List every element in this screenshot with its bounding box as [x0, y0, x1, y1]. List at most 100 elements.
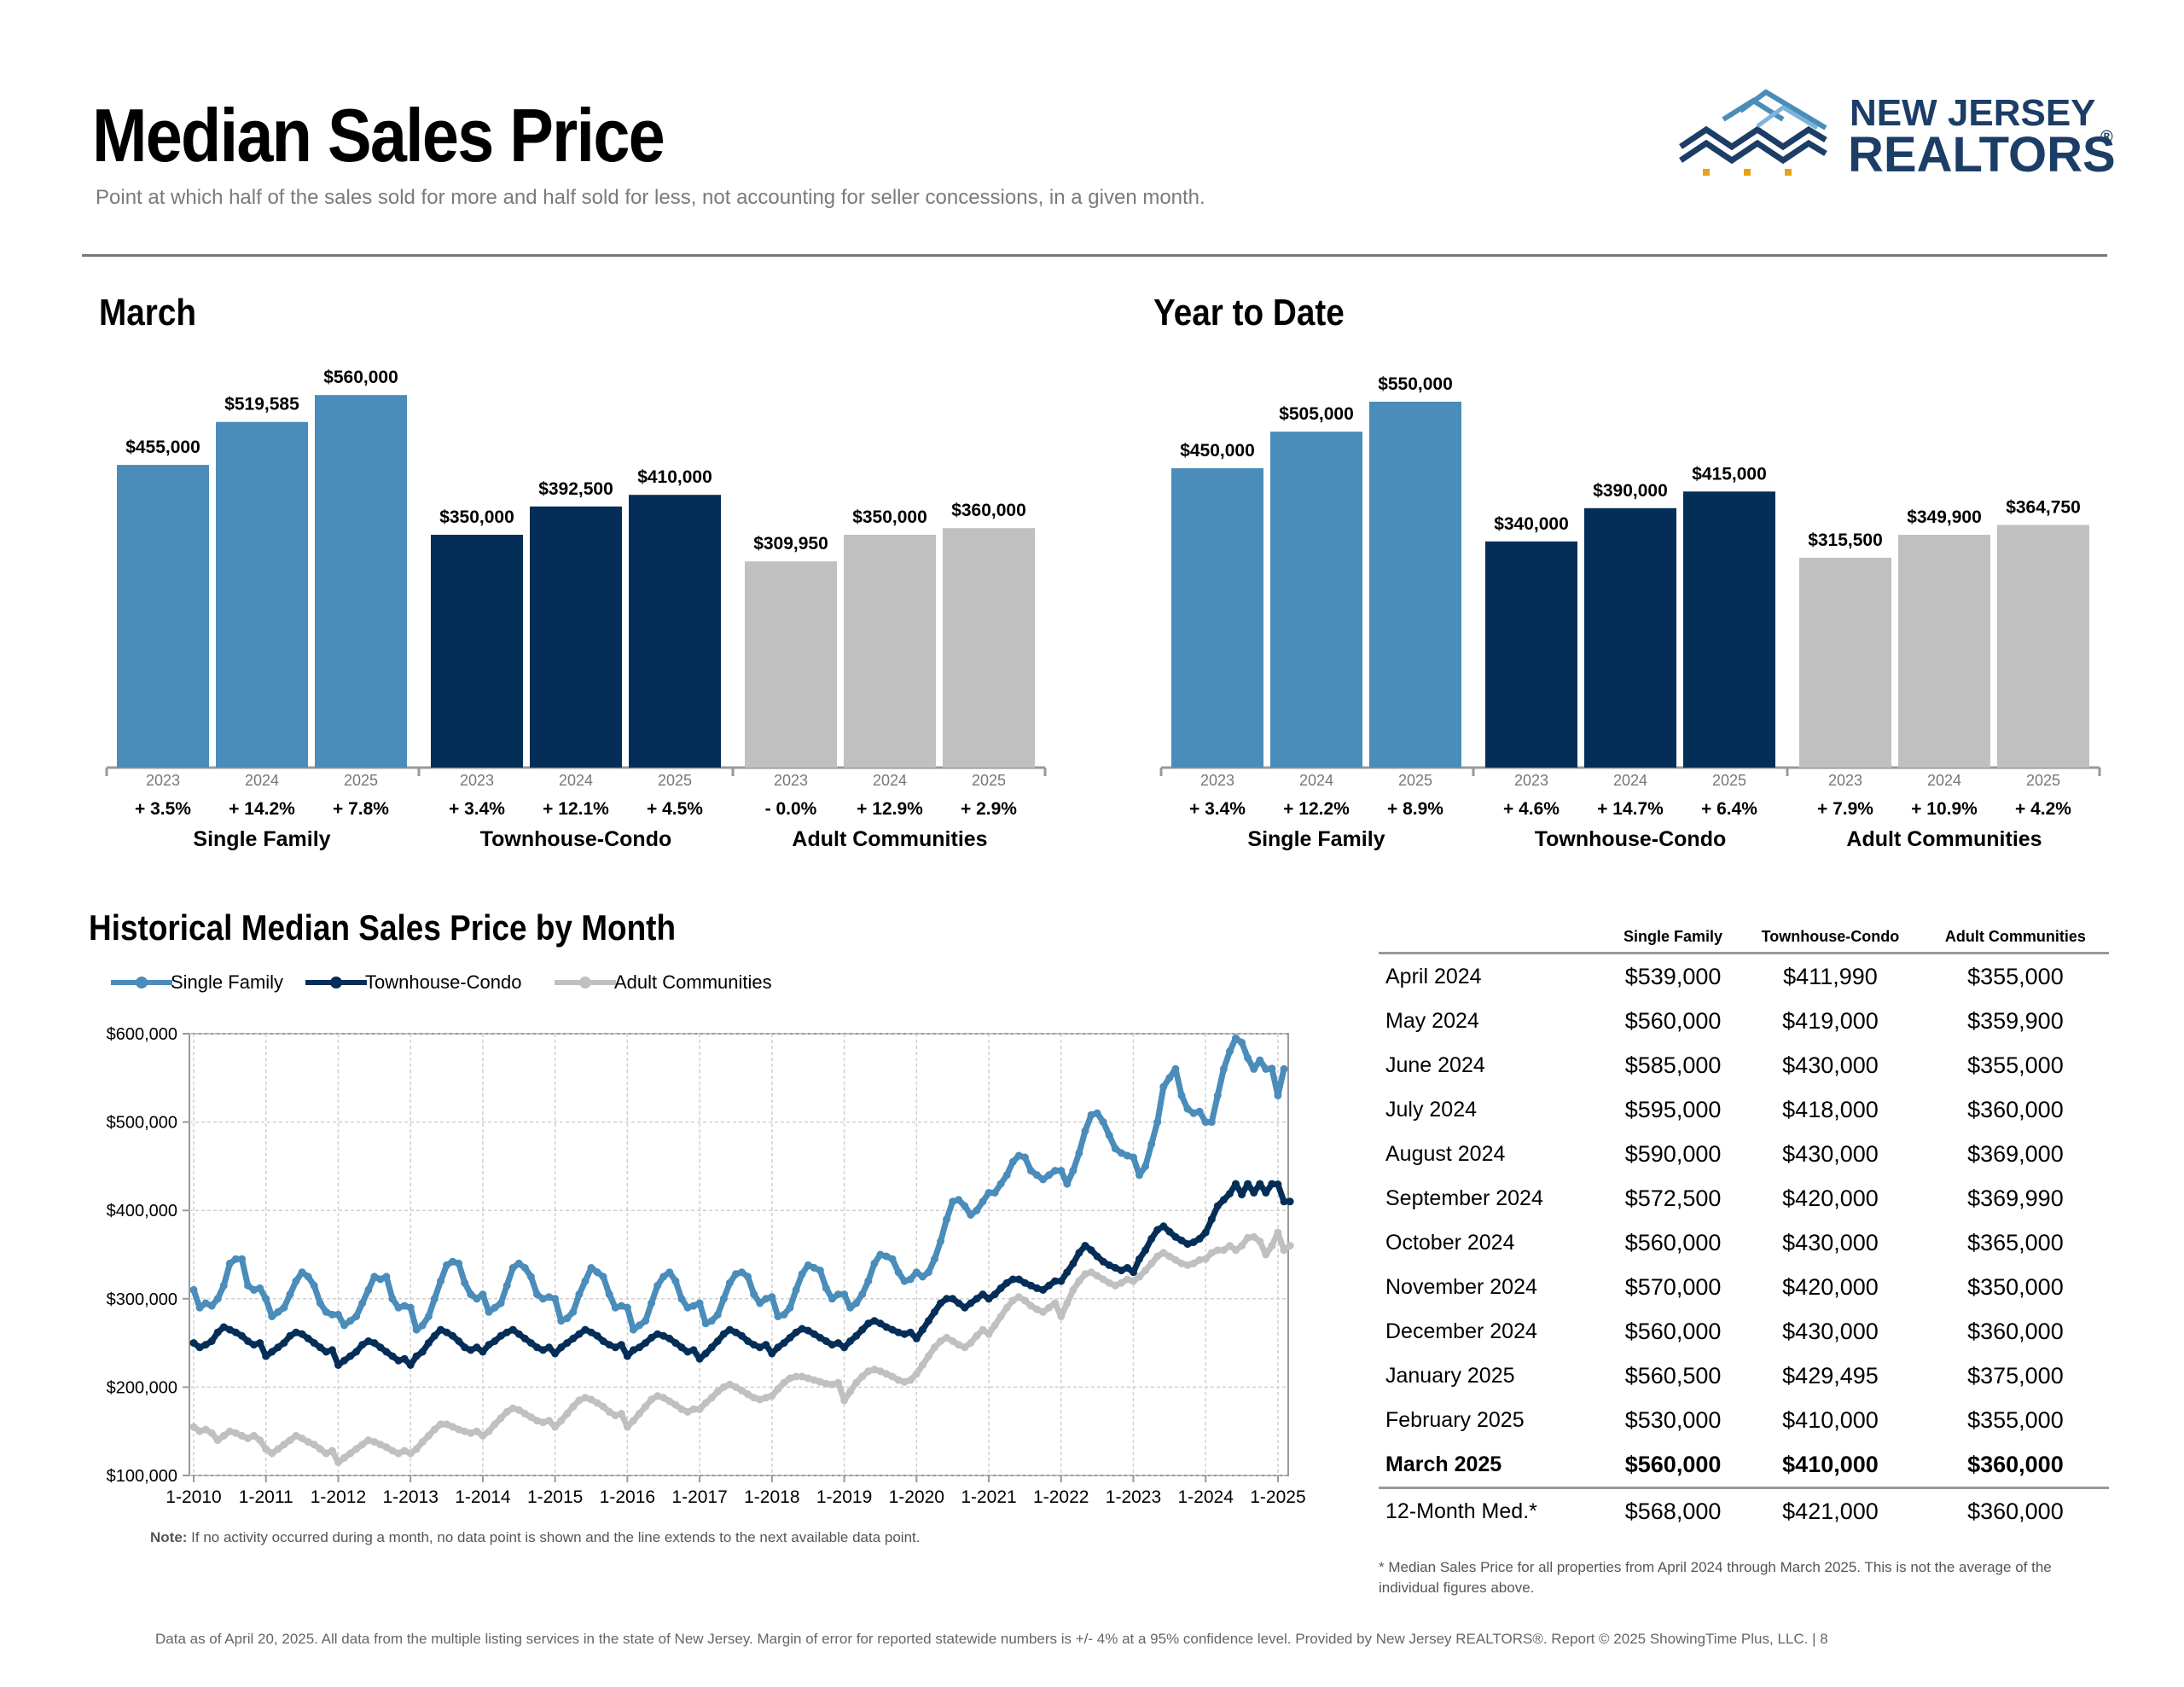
data-point — [443, 1420, 451, 1429]
data-point — [786, 1374, 794, 1383]
data-point — [1244, 1233, 1252, 1242]
data-point — [1280, 1197, 1288, 1206]
table-row-label: June 2024 — [1385, 1052, 1485, 1077]
data-point — [1274, 1180, 1282, 1189]
data-point — [864, 1277, 873, 1285]
data-point — [1238, 1191, 1246, 1199]
data-point — [1130, 1277, 1137, 1285]
data-point — [1177, 1092, 1186, 1099]
bar-year-label: 2024 — [1613, 772, 1647, 789]
data-point — [1136, 1171, 1143, 1180]
data-point — [1008, 1275, 1017, 1284]
footer-text: Data as of April 20, 2025. All data from… — [155, 1631, 1809, 1647]
data-point — [298, 1435, 306, 1442]
data-point — [491, 1420, 499, 1429]
bar-single-family-2025 — [315, 395, 407, 768]
table-row: June 2024 $585,000 $430,000 $355,000 — [1379, 1043, 2109, 1087]
bar-year-label: 2023 — [1514, 772, 1548, 789]
data-point — [876, 1250, 885, 1259]
data-point — [870, 1317, 879, 1325]
table-row: August 2024 $590,000 $430,000 $369,000 — [1379, 1132, 2109, 1176]
data-point — [491, 1303, 499, 1312]
data-point — [719, 1383, 728, 1391]
bar-group-label-single-family: Single Family — [193, 827, 330, 851]
data-point — [979, 1290, 987, 1299]
data-point — [1020, 1278, 1029, 1287]
bar-value-label: $505,000 — [1279, 404, 1354, 424]
data-point — [358, 1299, 367, 1307]
data-point — [888, 1255, 897, 1263]
data-point — [906, 1328, 915, 1336]
data-point — [1226, 1190, 1234, 1197]
data-point — [1256, 1238, 1264, 1245]
data-point — [1274, 1228, 1282, 1237]
data-point — [1153, 1252, 1162, 1261]
historical-chart-title: Historical Median Sales Price by Month — [89, 907, 677, 948]
data-point — [322, 1449, 330, 1458]
data-point — [370, 1272, 379, 1281]
data-point — [894, 1328, 903, 1336]
data-point — [918, 1272, 926, 1281]
data-point — [605, 1341, 613, 1349]
bar-change-label: + 4.5% — [647, 799, 703, 819]
data-point — [931, 1307, 938, 1316]
data-point — [996, 1284, 1005, 1292]
table-row: March 2025 $560,000 $410,000 $360,000 — [1379, 1442, 2109, 1489]
data-point — [274, 1445, 282, 1453]
data-point — [563, 1410, 572, 1417]
data-point — [768, 1349, 776, 1358]
data-point — [949, 1197, 957, 1206]
table-cell-single-family: $560,500 — [1624, 1362, 1722, 1388]
data-point — [1244, 1054, 1252, 1062]
data-point — [533, 1417, 541, 1425]
bar-group-label-adult-communities: Adult Communities — [1846, 827, 2042, 851]
bar-adult-communities-2025 — [943, 528, 1035, 768]
data-point — [1020, 1296, 1029, 1305]
data-point — [533, 1343, 541, 1352]
data-point — [774, 1313, 782, 1320]
legend-label-single-family: Single Family — [171, 971, 283, 993]
data-point — [593, 1268, 601, 1277]
bar-value-label: $519,585 — [224, 395, 299, 415]
data-point — [467, 1346, 475, 1354]
data-point — [804, 1326, 812, 1335]
data-point — [1213, 1246, 1222, 1255]
data-point — [780, 1378, 788, 1387]
data-point — [545, 1417, 554, 1425]
data-point — [605, 1407, 613, 1416]
data-point — [738, 1387, 746, 1394]
data-point — [798, 1372, 806, 1381]
bar-townhouse-condo-2025 — [629, 495, 721, 768]
data-point — [744, 1272, 752, 1281]
x-tick-label: 1-2022 — [1033, 1487, 1089, 1507]
data-point — [1232, 1034, 1240, 1042]
march-chart-title: March — [99, 292, 197, 333]
data-point — [1069, 1259, 1077, 1267]
data-point — [750, 1394, 758, 1402]
data-point — [804, 1374, 812, 1383]
table-cell-single-family: $560,000 — [1607, 1442, 1740, 1489]
data-point — [979, 1197, 987, 1206]
data-point — [864, 1367, 873, 1376]
data-point — [852, 1378, 861, 1387]
data-point — [671, 1277, 680, 1285]
data-point — [1171, 1232, 1180, 1241]
bar-townhouse-condo-2025 — [1683, 491, 1775, 768]
data-point — [1075, 1149, 1083, 1157]
data-point — [1026, 1281, 1035, 1290]
bar-year-label: 2024 — [245, 772, 279, 789]
data-point — [834, 1290, 842, 1299]
bar-value-label: $390,000 — [1593, 481, 1668, 501]
data-point — [280, 1303, 288, 1312]
data-point — [304, 1438, 312, 1446]
data-point — [593, 1331, 601, 1340]
data-point — [461, 1427, 469, 1435]
bar-change-label: + 3.4% — [1189, 799, 1246, 819]
x-tick-label: 1-2015 — [527, 1487, 583, 1507]
data-point — [400, 1446, 409, 1455]
bar-year-label: 2025 — [1712, 772, 1746, 789]
data-point — [286, 1290, 294, 1299]
data-point — [1147, 1259, 1156, 1267]
bar-adult-communities-2025 — [1997, 525, 2089, 768]
data-point — [1274, 1092, 1282, 1099]
